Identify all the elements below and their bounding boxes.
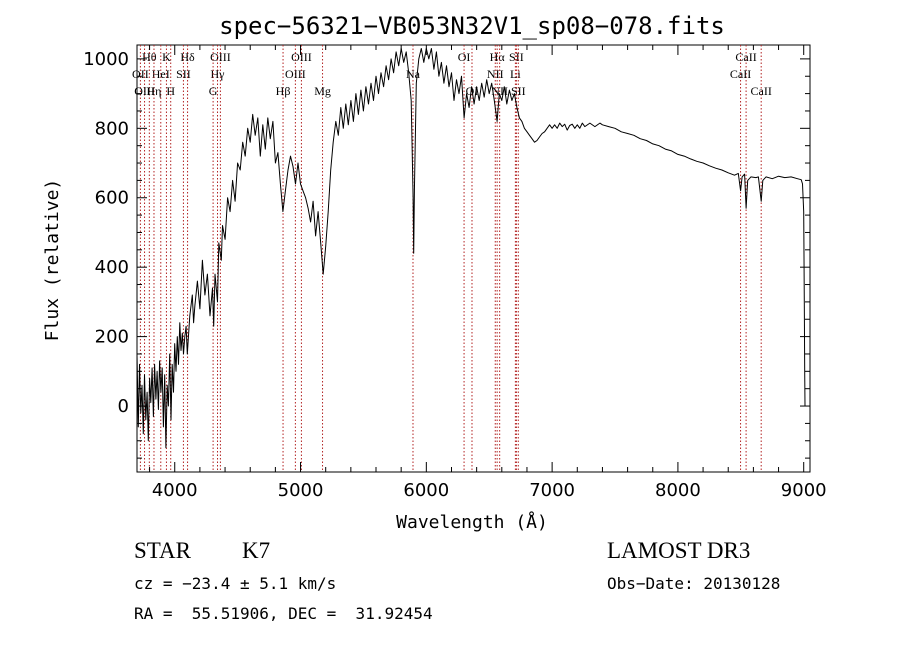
y-tick-label: 1000 — [83, 49, 129, 70]
line-marker-label: OIII — [134, 84, 155, 98]
x-tick-label: 7000 — [529, 480, 575, 501]
line-marker-label: OI — [458, 50, 471, 64]
line-marker-label: NII — [487, 67, 504, 81]
line-marker-label: OIII — [291, 50, 312, 64]
line-marker-label: SII — [176, 67, 191, 81]
x-tick-label: 5000 — [278, 480, 324, 501]
x-tick-label: 4000 — [152, 480, 198, 501]
line-marker-label: CaII — [735, 50, 756, 64]
y-tick-label: 800 — [95, 118, 129, 139]
survey-label: LAMOST DR3 — [607, 538, 751, 563]
x-tick-label: 8000 — [655, 480, 701, 501]
line-marker-label: Hβ — [276, 84, 291, 98]
x-tick-label: 6000 — [403, 480, 449, 501]
subclass-label: K7 — [242, 538, 271, 563]
line-marker-label: G — [209, 84, 218, 98]
spectrum-line — [137, 48, 806, 449]
line-marker-label: Hδ — [180, 50, 195, 64]
x-axis-label: Wavelength (Å) — [396, 511, 548, 533]
line-marker-label: Mg — [314, 84, 331, 98]
y-tick-label: 600 — [95, 188, 129, 209]
coordinates-text: RA = 55.51906, DEC = 31.92454 — [134, 604, 433, 623]
line-marker-label: Li — [510, 67, 521, 81]
line-marker-label: OII — [132, 67, 149, 81]
y-tick-label: 0 — [118, 396, 129, 417]
x-tick-label: 9000 — [781, 480, 827, 501]
line-marker-label: Hα — [490, 50, 506, 64]
class-label: STAR — [134, 538, 191, 563]
line-marker-label: CaII — [751, 84, 772, 98]
line-marker-label: CaII — [730, 67, 751, 81]
line-marker-label: Hθ — [142, 50, 157, 64]
line-marker-label: OIII — [285, 67, 306, 81]
y-tick-label: 200 — [95, 327, 129, 348]
plot-frame — [136, 44, 811, 473]
spectrum-series — [137, 48, 806, 449]
y-axis-label: Flux (relative) — [42, 179, 63, 342]
redshift-text: cz = −23.4 ± 5.1 km/s — [134, 574, 337, 593]
line-marker-label: SII — [509, 50, 524, 64]
line-marker-label: HeI — [152, 67, 170, 81]
line-marker-label: Hγ — [211, 67, 226, 81]
line-marker-label: Hη — [147, 84, 162, 98]
plot-border — [136, 44, 811, 473]
y-tick-label: 400 — [95, 257, 129, 278]
line-marker-label: OIII — [210, 50, 231, 64]
obs-date-text: Obs−Date: 20130128 — [607, 574, 781, 593]
line-marker-label: H — [166, 84, 175, 98]
chart-title: spec−56321−VB053N32V1_sp08−078.fits — [219, 12, 725, 40]
line-marker-label: K — [162, 50, 171, 64]
axis-ticks: 4000 5000 6000 7000 8000 9000 0 200 400 600 800 100… — [83, 45, 827, 501]
